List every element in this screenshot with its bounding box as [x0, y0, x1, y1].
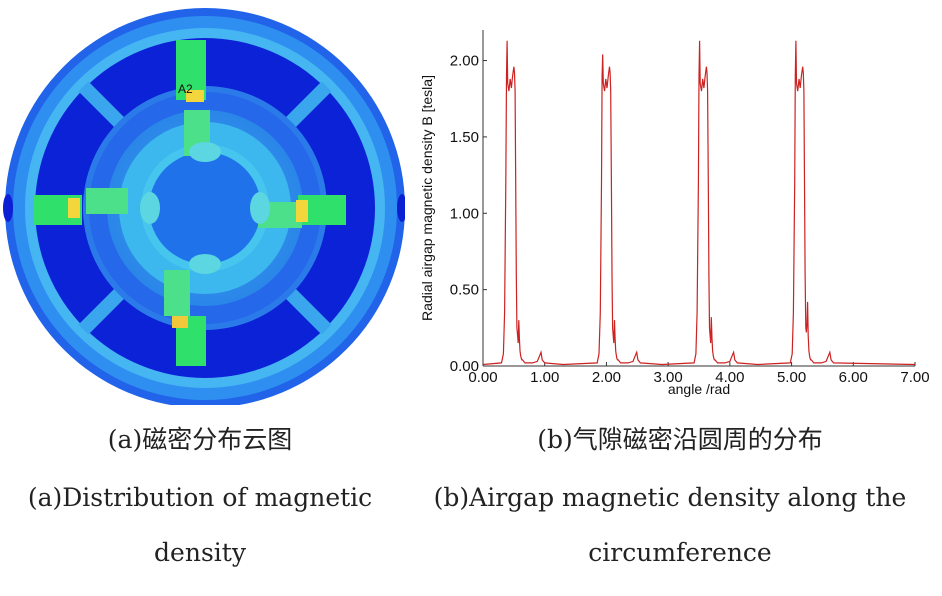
caption-b-english-line2: circumference	[588, 538, 772, 567]
x-tick-labels: 0.00 1.00 2.00 3.00 4.00 5.00 6.00 7.00	[468, 362, 930, 386]
caption-a-english-line2: density	[154, 538, 246, 567]
airgap-density-chart: 0.00 1.00 2.00 3.00 4.00 5.00 6.00 7.00 0.00 0.5…	[419, 30, 930, 397]
y-tick-label: 0.00	[450, 358, 479, 375]
x-tick-label: 6.00	[839, 369, 868, 386]
plot-frame	[482, 30, 915, 367]
x-tick-label: 2.00	[592, 369, 621, 386]
edge-notches	[3, 194, 405, 222]
shaft	[149, 152, 261, 264]
y-tick-label: 2.00	[450, 53, 479, 70]
caption-a-chinese: (a)磁密分布云图	[107, 425, 293, 454]
x-tick-label: 0.00	[468, 369, 497, 386]
x-tick-label: 7.00	[900, 369, 929, 386]
y-tick-labels: 0.00 0.50 1.00 1.50 2.00	[450, 53, 487, 375]
x-tick-label: 5.00	[777, 369, 806, 386]
x-tick-label: 3.00	[654, 369, 683, 386]
caption-b-english-line1: (b)Airgap magnetic density along the	[433, 483, 907, 512]
annotation-a2: A2	[178, 82, 193, 96]
x-axis-label: angle /rad	[668, 381, 730, 397]
stator-teeth	[34, 40, 346, 366]
y-tick-label: 1.00	[450, 205, 479, 222]
x-tick-label: 1.00	[530, 369, 559, 386]
y-axis-label: Radial airgap magnetic density B [tesla]	[419, 75, 435, 321]
x-tick-label: 4.00	[715, 369, 744, 386]
caption-a-english-line1: (a)Distribution of magnetic	[27, 483, 373, 512]
series-line	[482, 40, 916, 366]
rotor-poles	[140, 142, 270, 274]
flux-density-contour-map: A2	[3, 8, 405, 405]
y-tick-label: 1.50	[450, 129, 479, 146]
y-tick-label: 0.50	[450, 282, 479, 299]
caption-b-chinese: (b)气隙磁密沿圆周的分布	[537, 425, 823, 454]
